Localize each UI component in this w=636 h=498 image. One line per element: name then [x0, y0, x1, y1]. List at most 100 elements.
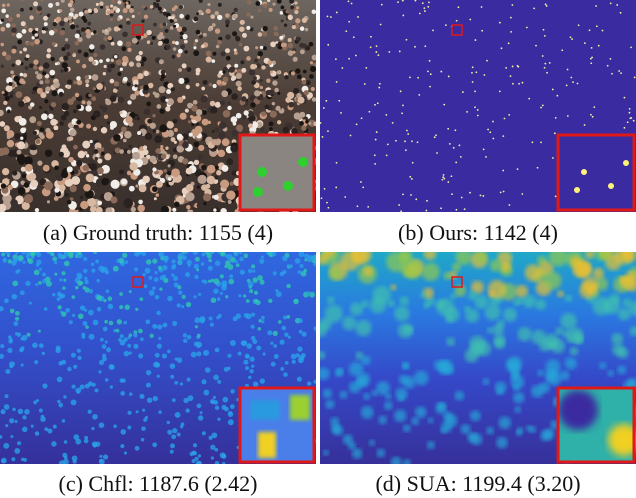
crowd-speck — [11, 32, 16, 37]
density-blob — [19, 347, 24, 353]
density-blob — [185, 408, 190, 413]
density-blob — [187, 263, 191, 267]
crowd-speck — [287, 50, 294, 56]
crowd-speck — [193, 50, 200, 57]
crowd-speck — [162, 11, 168, 16]
density-blob — [17, 269, 21, 273]
crowd-speck — [261, 111, 267, 117]
crowd-speck — [158, 40, 163, 46]
density-blob — [3, 442, 10, 449]
crowd-speck — [191, 116, 196, 121]
density-point — [543, 34, 546, 37]
density-blob — [185, 271, 191, 278]
crowd-speck — [191, 123, 195, 127]
crowd-speck — [138, 199, 143, 205]
crowd-speck — [125, 41, 132, 47]
density-blob — [228, 278, 235, 285]
density-blob — [508, 362, 521, 374]
density-point — [535, 44, 537, 47]
crowd-speck — [130, 93, 137, 100]
density-blob — [320, 351, 326, 360]
density-blob — [560, 312, 577, 330]
density-blob — [45, 276, 51, 282]
crowd-speck — [109, 13, 114, 17]
density-blob — [22, 260, 26, 264]
crowd-speck — [171, 7, 176, 12]
density-blob — [154, 270, 158, 275]
crowd-speck — [48, 113, 54, 120]
crowd-speck — [39, 127, 45, 132]
density-blob — [134, 445, 140, 451]
crowd-speck — [189, 209, 194, 212]
density-blob — [522, 294, 536, 308]
density-point — [322, 107, 325, 109]
inset-frame — [238, 386, 316, 464]
density-blob — [284, 332, 289, 337]
crowd-speck — [11, 48, 17, 54]
crowd-speck — [40, 0, 44, 2]
density-blob — [127, 343, 132, 348]
density-point — [373, 154, 376, 157]
density-blob — [152, 258, 158, 264]
density-point — [443, 177, 446, 180]
density-blob — [88, 309, 94, 316]
density-blob — [162, 265, 168, 271]
density-blob — [225, 260, 231, 266]
density-point — [551, 88, 554, 91]
crowd-speck — [313, 121, 316, 127]
crowd-speck — [160, 73, 166, 79]
inset-b — [558, 135, 634, 210]
inset-point — [574, 187, 580, 193]
crowd-speck — [86, 123, 92, 129]
density-blob — [191, 450, 196, 455]
crowd-speck — [157, 169, 164, 175]
density-blob — [70, 352, 76, 358]
inset-point — [283, 181, 293, 191]
crowd-speck — [70, 7, 75, 12]
density-blob — [376, 381, 391, 396]
crowd-speck — [272, 2, 276, 6]
density-blob — [180, 422, 185, 427]
crowd-speck — [19, 50, 23, 54]
density-blob — [98, 370, 102, 374]
density-blob — [224, 264, 228, 269]
crowd-speck — [257, 55, 261, 59]
crowd-speck — [92, 126, 98, 132]
crowd-speck — [149, 41, 154, 45]
density-blob — [280, 367, 285, 371]
density-blob — [56, 376, 63, 383]
density-blob — [44, 427, 49, 432]
crowd-speck — [113, 81, 120, 87]
density-blob — [465, 308, 480, 323]
inset-point — [608, 183, 614, 189]
crowd-speck — [78, 11, 84, 17]
density-blob — [185, 301, 192, 308]
density-blob — [129, 392, 133, 396]
crowd-speck — [232, 31, 238, 37]
crowd-speck — [267, 89, 274, 96]
crowd-speck — [171, 54, 176, 59]
density-point — [326, 15, 329, 18]
density-blob — [152, 395, 159, 402]
density-blob — [226, 253, 233, 260]
density-point — [516, 64, 519, 67]
crowd-speck — [137, 130, 142, 136]
crowd-speck — [97, 158, 103, 164]
density-blob — [57, 305, 62, 310]
density-blob — [30, 252, 35, 257]
crowd-speck — [237, 86, 242, 91]
crowd-speck — [1, 91, 5, 95]
crowd-speck — [214, 165, 219, 170]
crowd-speck — [1, 147, 10, 156]
density-blob — [186, 377, 191, 382]
density-point — [340, 111, 342, 114]
density-point — [375, 51, 378, 53]
density-point — [341, 67, 344, 69]
crowd-speck — [35, 138, 41, 144]
crowd-speck — [295, 18, 301, 24]
density-blob — [85, 325, 89, 329]
density-blob — [515, 429, 522, 437]
crowd-speck — [20, 127, 26, 134]
crowd-speck — [157, 6, 162, 11]
density-blob — [564, 357, 578, 370]
